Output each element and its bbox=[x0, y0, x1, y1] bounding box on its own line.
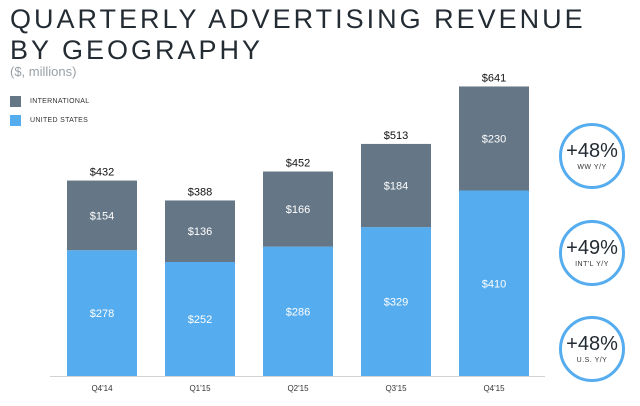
data-label-international: $154 bbox=[90, 210, 114, 222]
legend-item-international: INTERNATIONAL bbox=[10, 96, 89, 107]
growth-bubble-ww: +48% WW Y/Y bbox=[559, 123, 625, 189]
growth-pct-intl: +49% bbox=[566, 237, 618, 259]
growth-pct-us: +48% bbox=[566, 333, 618, 355]
growth-label-us: U.S. Y/Y bbox=[576, 357, 608, 364]
x-tick-label: Q2'15 bbox=[287, 384, 309, 393]
title-line-2: BY GEOGRAPHY bbox=[10, 35, 264, 65]
data-label-united-states: $278 bbox=[90, 308, 114, 320]
x-tick-label: Q4'14 bbox=[91, 384, 113, 393]
bar-united-states bbox=[67, 250, 137, 376]
bar-united-states bbox=[459, 190, 529, 376]
bar-united-states bbox=[165, 261, 235, 376]
data-label-total: $388 bbox=[188, 186, 212, 198]
bar-international bbox=[67, 180, 137, 251]
title-line-1: QUARTERLY ADVERTISING REVENUE bbox=[10, 4, 586, 34]
bar-chart: $278 $154 $432 Q4'14 $252 $136 $388 Q1'15 $286 $1… bbox=[50, 72, 545, 393]
data-label-total: $432 bbox=[90, 167, 114, 179]
chart-subtitle: ($, millions) bbox=[10, 64, 77, 79]
growth-label-ww: WW Y/Y bbox=[577, 164, 607, 171]
legend-swatch-united-states bbox=[10, 115, 21, 126]
bar-united-states bbox=[263, 246, 333, 376]
data-label-united-states: $286 bbox=[286, 306, 310, 318]
data-label-total: $641 bbox=[482, 72, 506, 84]
data-label-international: $230 bbox=[482, 133, 506, 145]
growth-bubble-intl: +49% INT'L Y/Y bbox=[559, 220, 625, 286]
data-label-international: $136 bbox=[188, 226, 212, 238]
bar-international bbox=[361, 143, 431, 228]
chart-title: QUARTERLY ADVERTISING REVENUE BY GEOGRAP… bbox=[10, 4, 586, 66]
bar-united-states bbox=[361, 227, 431, 376]
x-tick-label: Q4'15 bbox=[483, 384, 505, 393]
legend-label-united-states: UNITED STATES bbox=[30, 117, 89, 124]
legend-swatch-international bbox=[10, 96, 21, 107]
bar-international bbox=[263, 171, 333, 247]
bar-international bbox=[459, 86, 529, 191]
legend-item-united-states: UNITED STATES bbox=[10, 115, 89, 126]
growth-pct-ww: +48% bbox=[566, 140, 618, 162]
x-tick-label: Q1'15 bbox=[189, 384, 211, 393]
bar-international bbox=[165, 200, 235, 262]
data-label-international: $184 bbox=[384, 181, 408, 193]
data-label-total: $452 bbox=[286, 158, 310, 170]
growth-label-intl: INT'L Y/Y bbox=[575, 261, 609, 268]
data-label-united-states: $252 bbox=[188, 314, 212, 326]
legend-label-international: INTERNATIONAL bbox=[30, 98, 90, 105]
data-label-total: $513 bbox=[384, 130, 408, 142]
data-label-united-states: $329 bbox=[384, 297, 408, 309]
x-tick-label: Q3'15 bbox=[385, 384, 407, 393]
data-label-united-states: $410 bbox=[482, 278, 506, 290]
data-label-international: $166 bbox=[286, 204, 310, 216]
legend: INTERNATIONAL UNITED STATES bbox=[10, 96, 89, 134]
growth-bubble-us: +48% U.S. Y/Y bbox=[559, 316, 625, 382]
